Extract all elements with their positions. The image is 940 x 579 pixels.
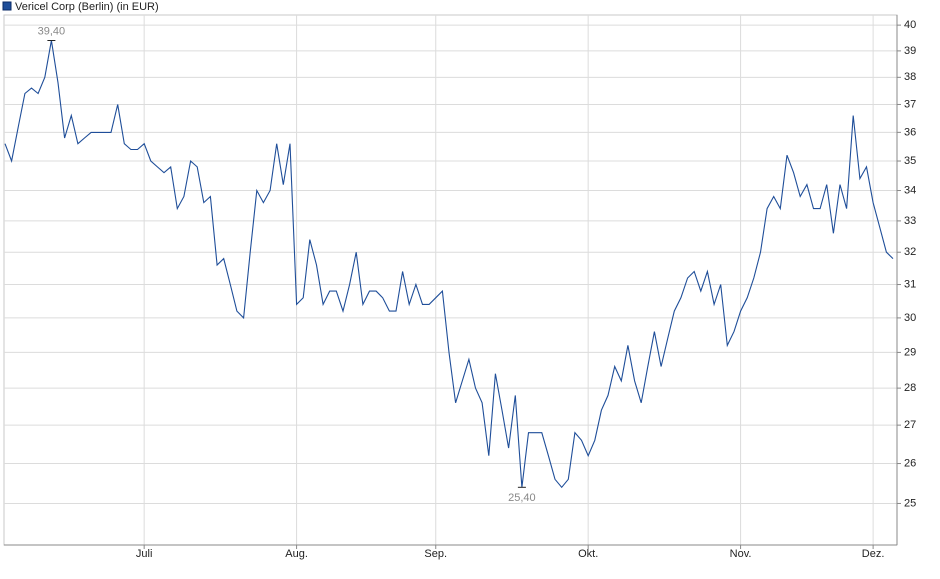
y-tick-label: 27 bbox=[904, 419, 916, 431]
y-tick-label: 33 bbox=[904, 215, 916, 227]
y-tick-label: 35 bbox=[904, 155, 916, 167]
x-tick-label: Aug. bbox=[285, 548, 308, 560]
legend-label: Vericel Corp (Berlin) (in EUR) bbox=[15, 1, 159, 13]
y-tick-label: 37 bbox=[904, 98, 916, 110]
y-tick-label: 25 bbox=[904, 497, 916, 509]
y-tick-label: 40 bbox=[904, 19, 916, 31]
y-tick-label: 34 bbox=[904, 184, 916, 196]
x-tick-label: Dez. bbox=[862, 548, 885, 560]
y-tick-label: 36 bbox=[904, 126, 916, 138]
extreme-label: 39,40 bbox=[38, 25, 66, 37]
x-tick-label: Okt. bbox=[578, 548, 598, 560]
plot-frame bbox=[3, 14, 898, 546]
y-tick-label: 31 bbox=[904, 278, 916, 290]
x-tick-label: Juli bbox=[136, 548, 153, 560]
extreme-label: 25,40 bbox=[508, 492, 536, 504]
legend-swatch bbox=[2, 1, 12, 11]
x-tick-label: Nov. bbox=[730, 548, 752, 560]
price-line bbox=[4, 40, 894, 489]
y-tick-label: 28 bbox=[904, 382, 916, 394]
y-tick-label: 39 bbox=[904, 45, 916, 57]
y-tick-label: 29 bbox=[904, 346, 916, 358]
x-tick-label: Sep. bbox=[424, 548, 447, 560]
y-tick-label: 32 bbox=[904, 246, 916, 258]
y-tick-label: 26 bbox=[904, 457, 916, 469]
y-tick-label: 38 bbox=[904, 71, 916, 83]
y-tick-label: 30 bbox=[904, 312, 916, 324]
